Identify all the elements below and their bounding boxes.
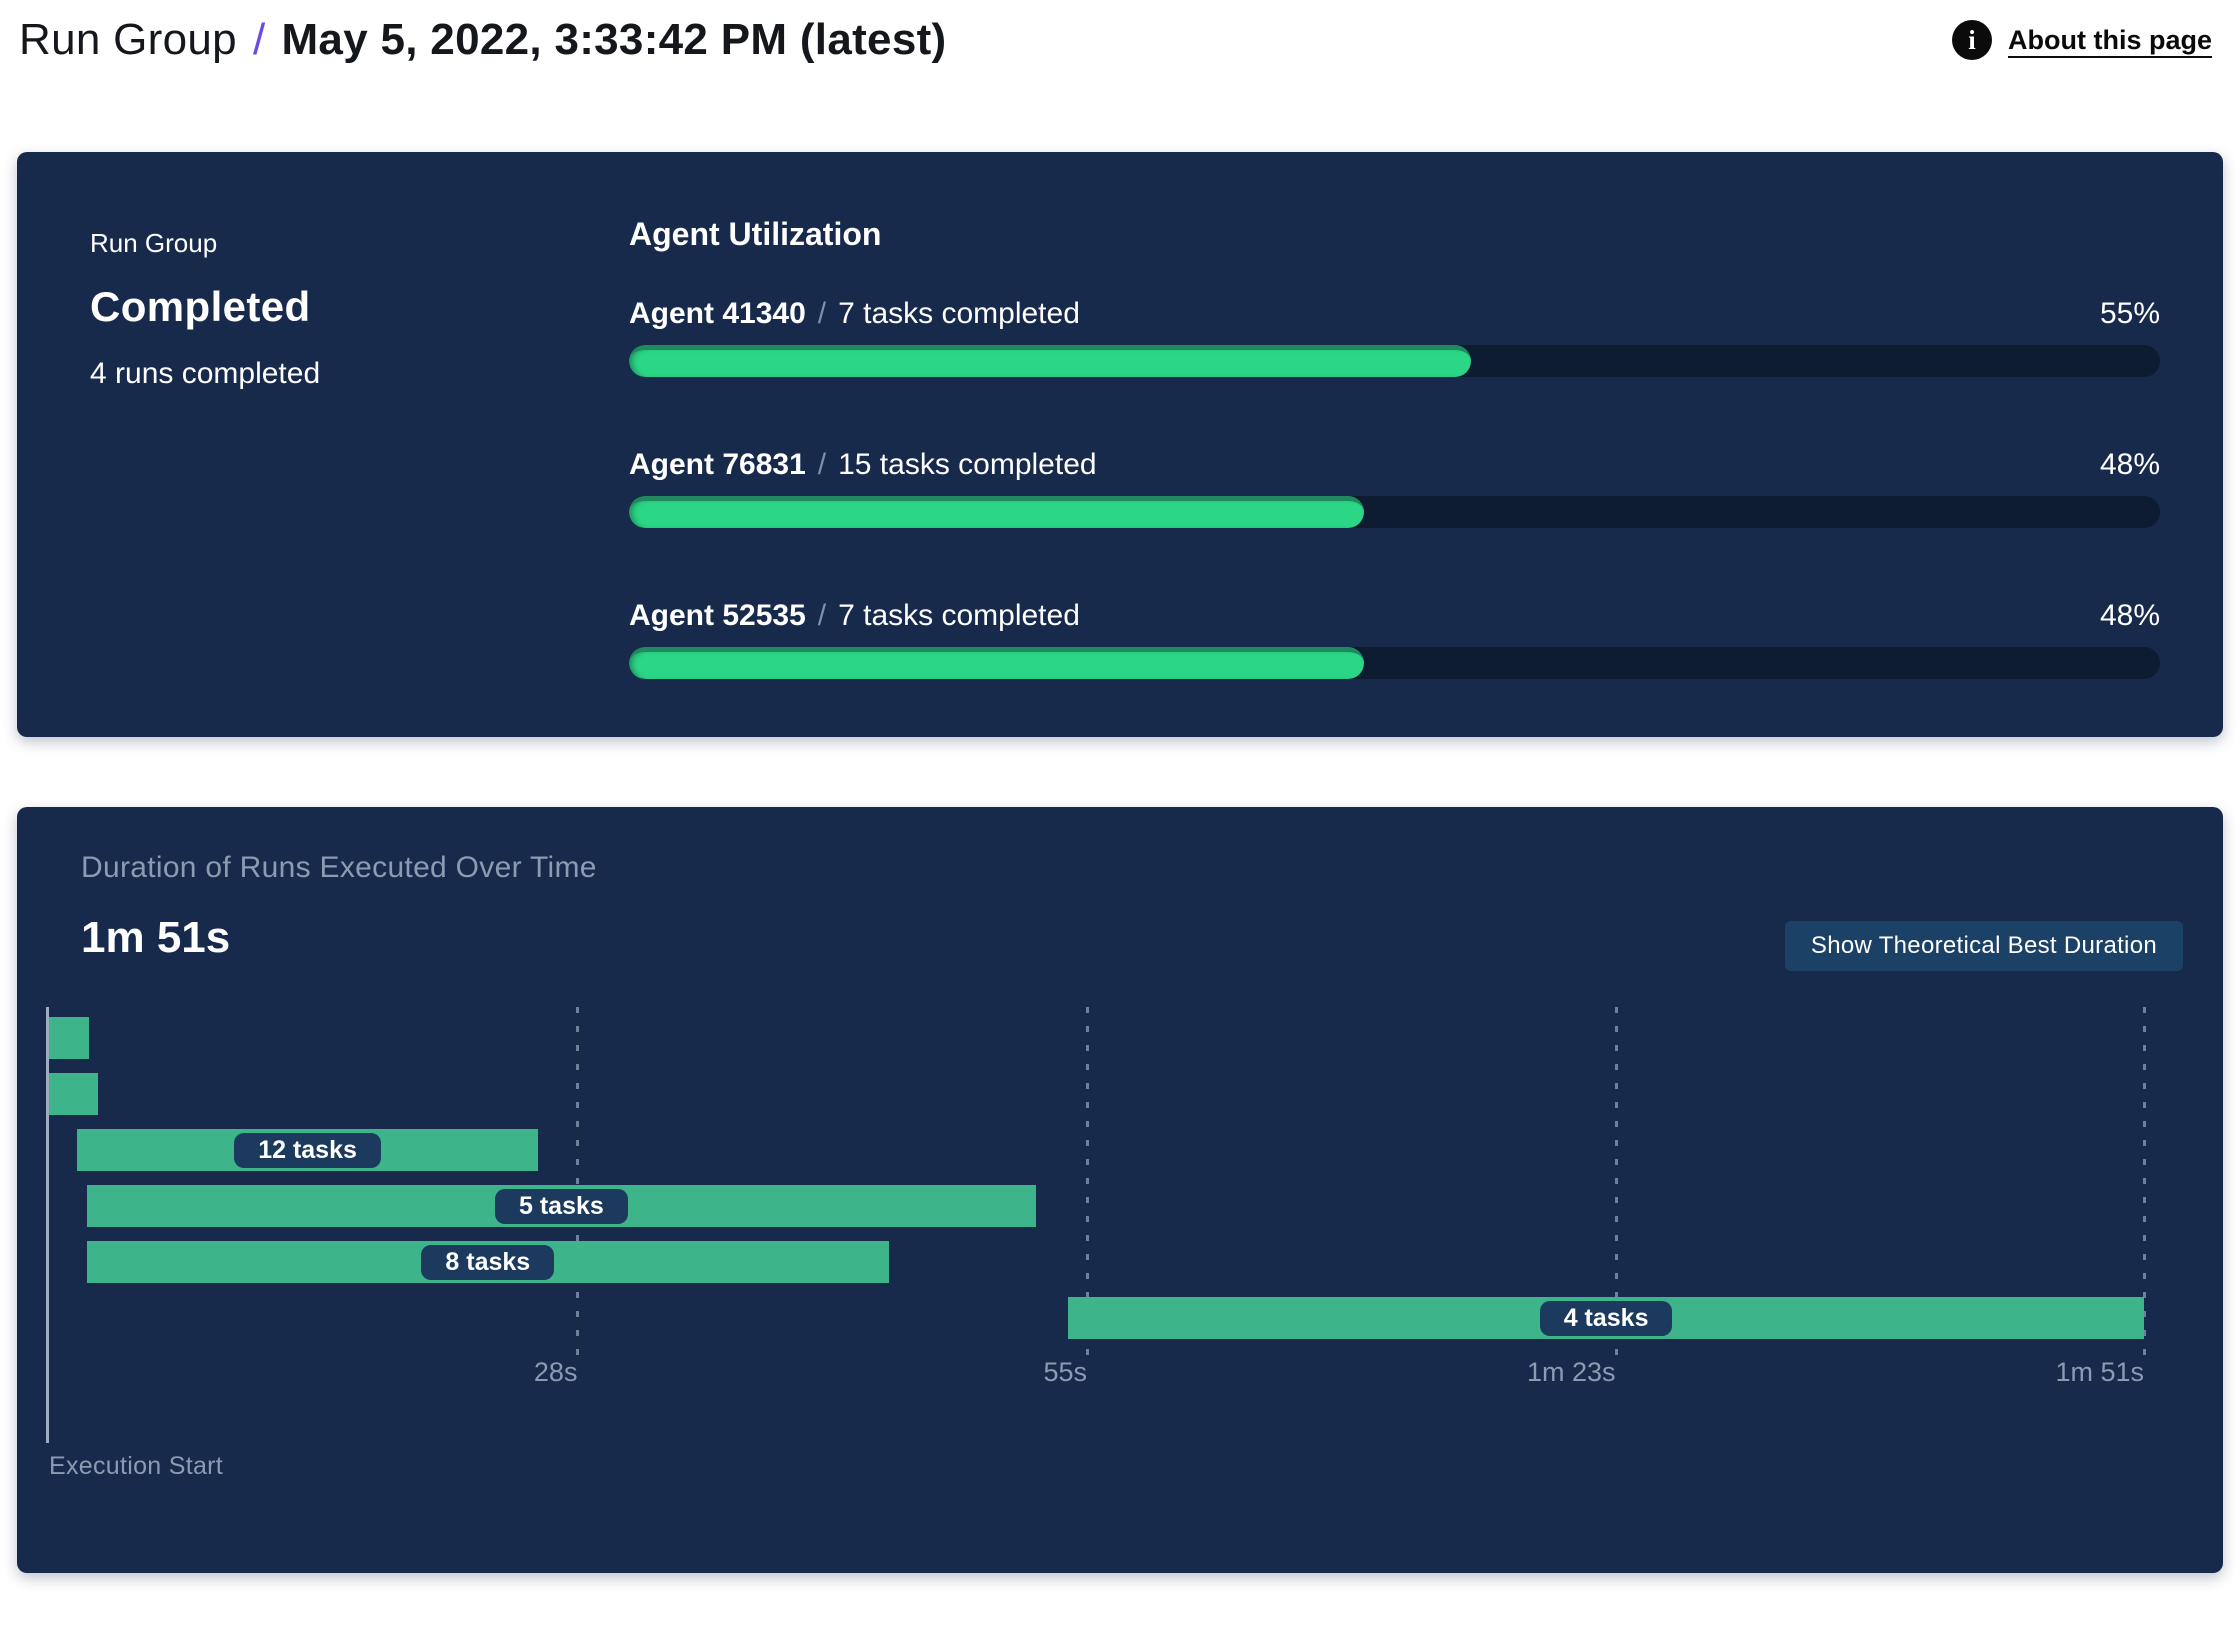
- agent-progress-fill: [629, 345, 1472, 377]
- run-bar[interactable]: [49, 1017, 89, 1059]
- agent-name: Agent 41340: [629, 297, 806, 330]
- agent-label: Agent 41340 / 7 tasks completed: [629, 295, 1080, 333]
- page-header: Run Group / May 5, 2022, 3:33:42 PM (lates…: [19, 8, 2212, 72]
- gridline: [1614, 1007, 1618, 1359]
- about-this-page-label: About this page: [2008, 24, 2212, 55]
- agent-progress-track: [629, 496, 2160, 528]
- about-this-page-link[interactable]: i About this page: [1952, 20, 2212, 60]
- axis-tick-label: 1m 51s: [2055, 1357, 2144, 1387]
- gridline: [1086, 1007, 1090, 1359]
- duration-chart-title: Duration of Runs Executed Over Time: [81, 851, 597, 884]
- agent-label: Agent 52535 / 7 tasks completed: [629, 597, 1080, 635]
- agent-utilization-percent: 48%: [2099, 448, 2160, 481]
- agent-tasks-completed: 7 tasks completed: [838, 297, 1080, 330]
- run-group-summary: Run Group Completed 4 runs completed: [90, 228, 320, 391]
- axis-tick-label: 1m 23s: [1526, 1357, 1616, 1387]
- agent-name: Agent 52535: [629, 599, 806, 632]
- agent-progress-track: [629, 345, 2160, 377]
- duration-total-label: 1m 51s: [81, 913, 231, 962]
- page-title: May 5, 2022, 3:33:42 PM (latest): [281, 15, 947, 64]
- summary-status: Completed: [90, 283, 311, 330]
- agent-progress-fill: [629, 647, 1364, 679]
- run-bar[interactable]: [49, 1073, 99, 1115]
- agent-row-header: Agent 41340 / 7 tasks completed 55%: [629, 295, 2160, 333]
- agent-utilization-percent: 55%: [2099, 297, 2160, 330]
- agent-progress-track: [629, 647, 2160, 679]
- agent-label-separator: /: [817, 599, 827, 632]
- agent-row-header: Agent 76831 / 15 tasks completed 48%: [629, 446, 2160, 484]
- duration-panel: Duration of Runs Executed Over Time 1m 5…: [17, 807, 2223, 1573]
- run-bar[interactable]: 8 tasks: [86, 1241, 889, 1283]
- execution-start-axis: [46, 1007, 49, 1443]
- summary-label: Run Group: [90, 228, 218, 258]
- run-task-count-pill: 8 tasks: [421, 1244, 555, 1280]
- agent-utilization-percent: 48%: [2099, 599, 2160, 632]
- gridline: [2143, 1007, 2146, 1359]
- run-bar[interactable]: 12 tasks: [77, 1129, 538, 1171]
- agent-row: Agent 52535 / 7 tasks completed 48%: [629, 597, 2160, 679]
- info-icon[interactable]: i: [1952, 20, 1992, 60]
- agent-tasks-completed: 7 tasks completed: [838, 599, 1080, 632]
- breadcrumb-separator: /: [252, 15, 266, 64]
- agent-label: Agent 76831 / 15 tasks completed: [629, 446, 1097, 484]
- agent-name: Agent 76831: [629, 448, 806, 481]
- run-task-count-pill: 4 tasks: [1539, 1300, 1673, 1336]
- agent-utilization-title: Agent Utilization: [629, 216, 882, 252]
- axis-tick-label: 28s: [533, 1357, 578, 1387]
- agent-utilization-section: Agent Utilization Agent 41340 / 7 tasks co…: [629, 216, 2160, 748]
- axis-tick-label: 55s: [1043, 1357, 1088, 1387]
- agent-row-header: Agent 52535 / 7 tasks completed 48%: [629, 597, 2160, 635]
- agent-label-separator: /: [817, 448, 827, 481]
- run-task-count-pill: 12 tasks: [234, 1132, 381, 1168]
- agent-rows: Agent 41340 / 7 tasks completed 55% Agent 76…: [629, 295, 2160, 679]
- agent-row: Agent 41340 / 7 tasks completed 55%: [629, 295, 2160, 377]
- agent-tasks-completed: 15 tasks completed: [838, 448, 1097, 481]
- breadcrumb-run-group[interactable]: Run Group: [19, 15, 237, 64]
- gantt-chart: 28s 55s 1m 23s 1m 51s 12 tasks 5 tasks 8 tasks…: [46, 1007, 2146, 1443]
- agent-label-separator: /: [817, 297, 827, 330]
- run-group-summary-panel: Run Group Completed 4 runs completed Age…: [17, 152, 2223, 737]
- agent-row: Agent 76831 / 15 tasks completed 48%: [629, 446, 2160, 528]
- run-bar[interactable]: 4 tasks: [1068, 1297, 2144, 1339]
- agent-progress-fill: [629, 496, 1364, 528]
- run-task-count-pill: 5 tasks: [495, 1188, 628, 1224]
- show-theoretical-best-duration-button[interactable]: Show Theoretical Best Duration: [1784, 921, 2183, 971]
- breadcrumb: Run Group / May 5, 2022, 3:33:42 PM (lates…: [19, 15, 947, 65]
- run-bar[interactable]: 5 tasks: [86, 1185, 1037, 1227]
- summary-runs-count: 4 runs completed: [90, 357, 321, 390]
- gridline: [576, 1007, 580, 1359]
- execution-start-label: Execution Start: [49, 1452, 224, 1480]
